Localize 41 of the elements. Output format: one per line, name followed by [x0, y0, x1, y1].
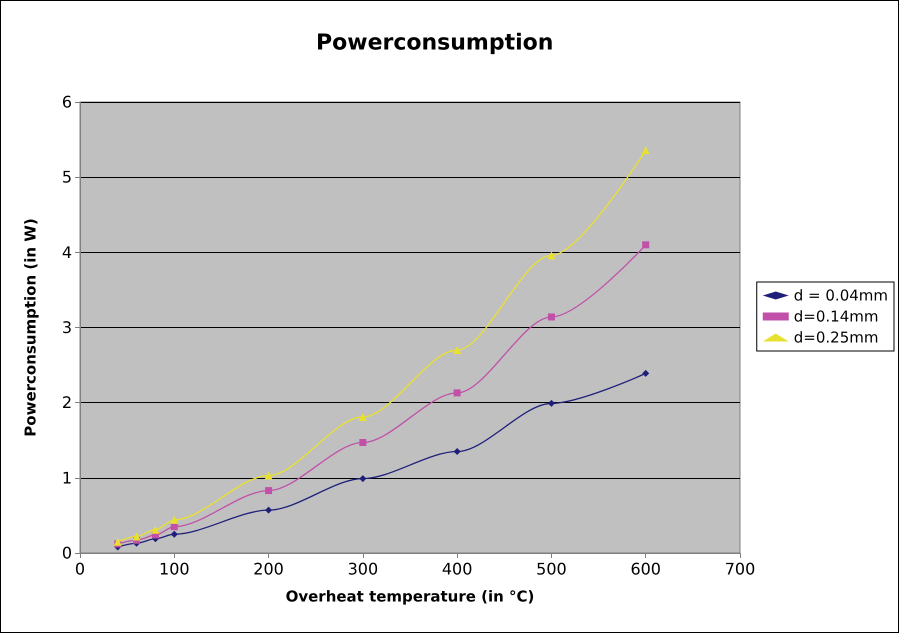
legend-label: d=0.25mm — [794, 328, 878, 346]
point — [359, 439, 366, 446]
point — [265, 487, 272, 494]
y-tick-label: 0 — [62, 544, 72, 562]
x-tick-label: 100 — [159, 560, 190, 578]
y-tick-label: 3 — [62, 318, 72, 337]
point — [170, 516, 178, 524]
point — [170, 530, 178, 538]
point — [548, 313, 555, 320]
point — [642, 370, 650, 377]
x-tick-label: 700 — [724, 560, 756, 578]
y-tick-label: 4 — [62, 242, 72, 262]
point — [264, 472, 273, 480]
chart-title: Powerconsumption — [316, 30, 554, 56]
y-tick-label: 6 — [62, 92, 72, 112]
legend-label: d = 0.04mm — [794, 286, 888, 304]
x-tick-label: 400 — [442, 560, 472, 578]
point — [454, 448, 461, 456]
legend-label: d=0.14mm — [794, 308, 878, 326]
x-tick-label: 0 — [74, 560, 86, 578]
point — [454, 389, 461, 396]
x-tick-label: 600 — [630, 560, 661, 578]
y-tick-label: 5 — [62, 168, 72, 187]
point — [642, 146, 650, 154]
x-axis-title: Overheat temperature (in °C) — [286, 588, 534, 606]
y-tick-label: 1 — [62, 468, 72, 488]
point — [548, 400, 555, 407]
point — [453, 346, 462, 354]
y-axis-title: Powerconsumption (in W) — [22, 218, 40, 437]
point — [132, 532, 141, 540]
point — [642, 241, 650, 248]
point — [359, 475, 366, 482]
point — [265, 506, 272, 514]
x-tick-label: 200 — [253, 560, 284, 578]
point — [151, 526, 160, 534]
y-tick-label: 2 — [62, 393, 72, 412]
x-tick-label: 500 — [536, 560, 567, 578]
point — [114, 538, 122, 546]
point — [358, 412, 367, 421]
x-tick-label: 300 — [348, 560, 378, 578]
point — [547, 251, 556, 260]
